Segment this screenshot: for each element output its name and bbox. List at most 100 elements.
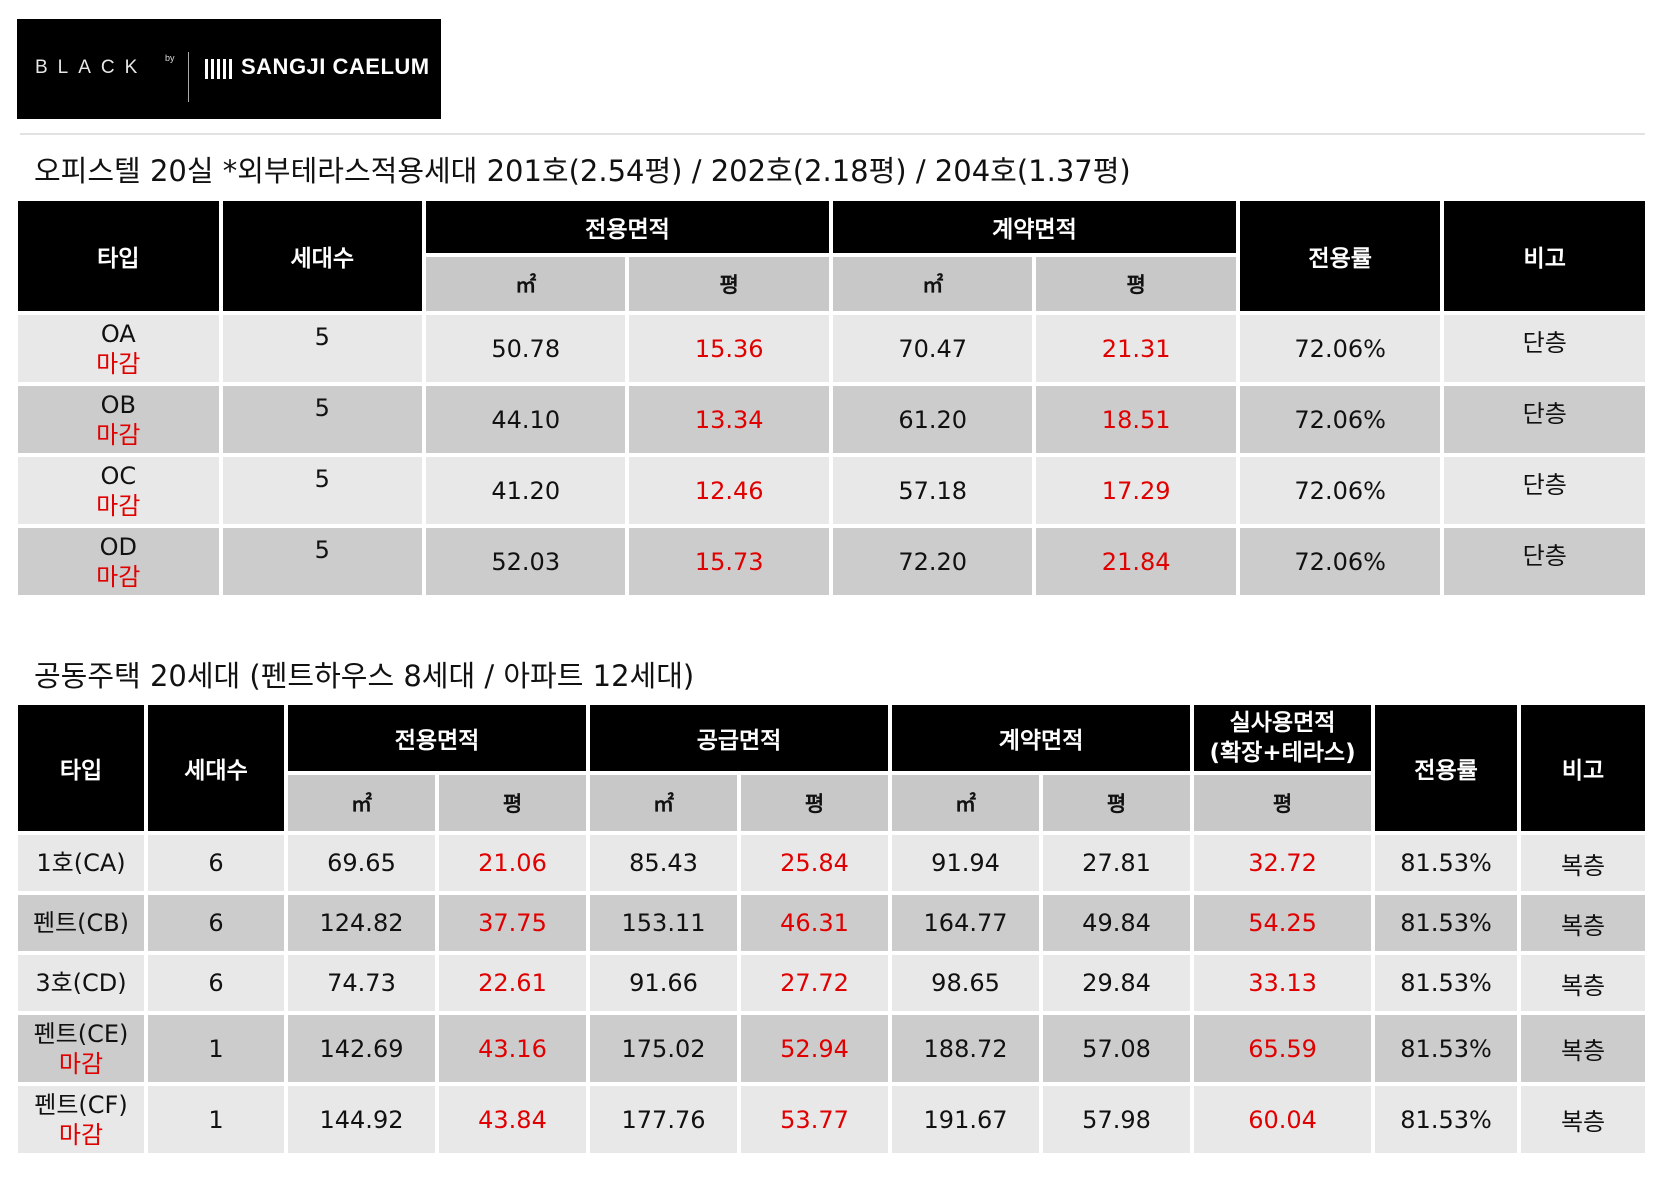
brand-logo: BLACK by SANGJI CAELUM bbox=[17, 19, 441, 119]
header-supply-pyeong: 평 bbox=[741, 775, 889, 831]
type-name: OC bbox=[100, 461, 137, 490]
type-cell: OD 마감 bbox=[18, 528, 219, 595]
exclusive-pyeong-cell: 12.46 bbox=[629, 457, 829, 524]
officetel-title: 오피스텔 20실 *외부테라스적용세대 201호(2.54평) / 202호(2… bbox=[34, 154, 1131, 188]
type-name: 펜트(CB) bbox=[32, 909, 130, 937]
type-name: 3호(CD) bbox=[35, 969, 127, 997]
type-cell: 펜트(CE) 마감 bbox=[18, 1015, 144, 1082]
apartment-title: 공동주택 20세대 (펜트하우스 8세대 / 아파트 12세대) bbox=[34, 659, 695, 693]
type-cell: OB 마감 bbox=[18, 386, 219, 453]
header-divider bbox=[20, 133, 1645, 135]
actual-pyeong-cell: 54.25 bbox=[1194, 895, 1372, 951]
ratio-cell: 81.53% bbox=[1375, 895, 1518, 951]
contract-sqm-cell: 72.20 bbox=[832, 528, 1033, 595]
header-exclusive-area: 전용면적 bbox=[288, 705, 587, 771]
header-type: 타입 bbox=[18, 201, 219, 311]
exclusive-pyeong-cell: 21.06 bbox=[439, 835, 587, 891]
header-supply-area: 공급면적 bbox=[590, 705, 889, 771]
note-cell: 단층 bbox=[1444, 457, 1645, 524]
logo-divider bbox=[188, 52, 189, 102]
header-actual-line2: (확장+테라스) bbox=[1209, 740, 1356, 766]
contract-pyeong-cell: 27.81 bbox=[1043, 835, 1191, 891]
type-name: 펜트(CE) bbox=[33, 1019, 129, 1048]
header-supply-sqm: ㎡ bbox=[590, 775, 738, 831]
supply-sqm-cell: 153.11 bbox=[590, 895, 738, 951]
logo-by-text: by bbox=[165, 53, 175, 63]
exclusive-pyeong-cell: 22.61 bbox=[439, 955, 587, 1011]
contract-sqm-cell: 57.18 bbox=[832, 457, 1033, 524]
closed-badge: 마감 bbox=[96, 562, 141, 591]
header-contract-pyeong: 평 bbox=[1036, 257, 1236, 311]
exclusive-pyeong-cell: 37.75 bbox=[439, 895, 587, 951]
table-row: OB 마감 5 44.10 13.34 61.20 18.51 72.06% 단층 bbox=[18, 386, 1645, 453]
type-cell: 1호(CA) bbox=[18, 835, 144, 891]
header-actual-area: 실사용면적 (확장+테라스) bbox=[1194, 705, 1372, 771]
exclusive-sqm-cell: 144.92 bbox=[288, 1086, 435, 1153]
actual-pyeong-cell: 60.04 bbox=[1194, 1086, 1372, 1153]
actual-pyeong-cell: 65.59 bbox=[1194, 1015, 1372, 1082]
units-cell: 6 bbox=[148, 955, 284, 1011]
supply-pyeong-cell: 52.94 bbox=[741, 1015, 889, 1082]
exclusive-sqm-cell: 52.03 bbox=[426, 528, 626, 595]
contract-pyeong-cell: 57.98 bbox=[1043, 1086, 1191, 1153]
header-exclusive-pyeong: 평 bbox=[629, 257, 829, 311]
contract-sqm-cell: 164.77 bbox=[892, 895, 1040, 951]
ratio-cell: 81.53% bbox=[1375, 1015, 1518, 1082]
header-contract-sqm: ㎡ bbox=[892, 775, 1040, 831]
supply-sqm-cell: 175.02 bbox=[590, 1015, 738, 1082]
table-row: 펜트(CB) 6 124.82 37.75 153.11 46.31 164.77 49.84… bbox=[18, 895, 1646, 951]
type-cell: 3호(CD) bbox=[18, 955, 144, 1011]
table-row: 3호(CD) 6 74.73 22.61 91.66 27.72 98.65 29.84 33.… bbox=[18, 955, 1646, 1011]
contract-sqm-cell: 70.47 bbox=[832, 315, 1033, 382]
supply-sqm-cell: 177.76 bbox=[590, 1086, 738, 1153]
ratio-cell: 72.06% bbox=[1239, 386, 1441, 453]
type-name: OD bbox=[99, 532, 137, 561]
contract-pyeong-cell: 21.31 bbox=[1036, 315, 1236, 382]
table-row: OA 마감 5 50.78 15.36 70.47 21.31 72.06% 단층 bbox=[18, 315, 1645, 382]
contract-sqm-cell: 191.67 bbox=[892, 1086, 1040, 1153]
actual-pyeong-cell: 33.13 bbox=[1194, 955, 1372, 1011]
logo-sangji-text: SANGJI CAELUM bbox=[241, 54, 430, 79]
type-name: OB bbox=[100, 390, 136, 419]
exclusive-sqm-cell: 69.65 bbox=[288, 835, 435, 891]
closed-badge: 마감 bbox=[96, 420, 141, 449]
table-row: OD 마감 5 52.03 15.73 72.20 21.84 72.06% 단층 bbox=[18, 528, 1645, 595]
type-cell: 펜트(CF) 마감 bbox=[18, 1086, 144, 1153]
exclusive-sqm-cell: 50.78 bbox=[426, 315, 626, 382]
table-row: 펜트(CF) 마감 1 144.92 43.84 177.76 53.77 191.67 57.… bbox=[18, 1086, 1646, 1153]
header-type: 타입 bbox=[18, 705, 144, 831]
exclusive-sqm-cell: 142.69 bbox=[288, 1015, 435, 1082]
type-name: 1호(CA) bbox=[36, 849, 126, 877]
units-cell: 6 bbox=[148, 835, 284, 891]
ratio-cell: 72.06% bbox=[1239, 315, 1441, 382]
closed-badge: 마감 bbox=[96, 491, 141, 520]
type-name: 펜트(CF) bbox=[34, 1090, 128, 1119]
header-contract-pyeong: 평 bbox=[1043, 775, 1191, 831]
header-exclusive-area: 전용면적 bbox=[426, 201, 829, 253]
units-cell: 6 bbox=[148, 895, 284, 951]
type-cell: 펜트(CB) bbox=[18, 895, 144, 951]
supply-pyeong-cell: 27.72 bbox=[741, 955, 889, 1011]
note-cell: 복층 bbox=[1521, 835, 1646, 891]
note-cell: 복층 bbox=[1521, 895, 1646, 951]
contract-pyeong-cell: 57.08 bbox=[1043, 1015, 1191, 1082]
header-exclusive-sqm: ㎡ bbox=[426, 257, 626, 311]
supply-sqm-cell: 91.66 bbox=[590, 955, 738, 1011]
contract-sqm-cell: 61.20 bbox=[832, 386, 1033, 453]
type-cell: OC 마감 bbox=[18, 457, 219, 524]
header-actual-line1: 실사용면적 bbox=[1229, 710, 1336, 736]
exclusive-sqm-cell: 124.82 bbox=[288, 895, 435, 951]
exclusive-pyeong-cell: 43.16 bbox=[439, 1015, 587, 1082]
logo-black-text: BLACK bbox=[35, 57, 148, 78]
ratio-cell: 81.53% bbox=[1375, 835, 1518, 891]
exclusive-pyeong-cell: 15.73 bbox=[629, 528, 829, 595]
note-cell: 복층 bbox=[1521, 955, 1646, 1011]
exclusive-pyeong-cell: 13.34 bbox=[629, 386, 829, 453]
header-actual-pyeong: 평 bbox=[1194, 775, 1372, 831]
header-exclusive-sqm: ㎡ bbox=[288, 775, 435, 831]
closed-badge: 마감 bbox=[58, 1049, 104, 1078]
units-cell: 1 bbox=[148, 1086, 284, 1153]
supply-pyeong-cell: 46.31 bbox=[741, 895, 889, 951]
header-ratio: 전용률 bbox=[1239, 201, 1441, 311]
note-cell: 단층 bbox=[1444, 528, 1645, 595]
